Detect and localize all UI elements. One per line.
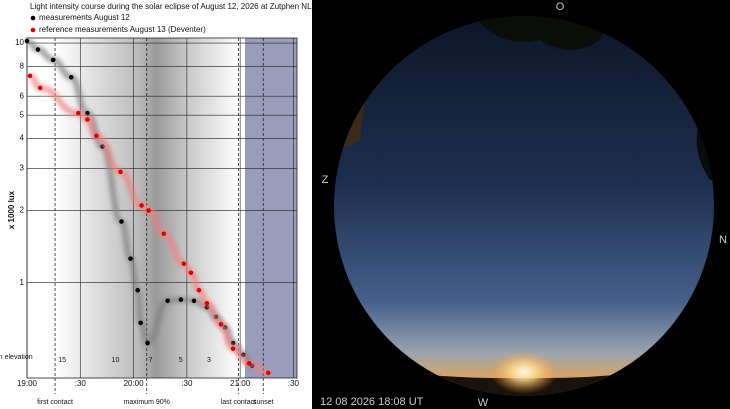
y-tick-label: 10 [15,38,24,47]
y-tick-label: 3 [20,163,25,172]
data-point [230,346,236,352]
chart-title: Light intensity course during the solar … [30,2,312,11]
data-point [85,110,90,116]
legend-marker [30,15,36,21]
compass-label: W [478,397,489,409]
x-tick-label: 19:00 [17,379,38,388]
twilight-band [245,38,297,378]
data-point [119,219,124,224]
data-point [146,208,151,213]
chart: Light intensity course during the solar … [7,2,312,229]
data-point [128,256,133,261]
timestamp: 12 08 2026 18:08 UT [320,396,424,408]
data-point [218,322,224,327]
sun-elevation-label: sun elevation [0,354,33,361]
data-point [188,270,194,276]
y-tick-label: 5 [20,110,25,119]
data-point [138,320,143,326]
data-point [50,57,56,63]
data-point [161,231,167,237]
sun-elevation-value: 15 [58,357,66,364]
compass-label: Z [322,174,329,186]
legend-label: measurements August 12 [39,13,130,22]
data-point [165,298,170,304]
data-point [24,38,30,44]
event-label: sunset [253,399,274,406]
data-point [118,169,123,175]
data-point [27,73,33,79]
compass-label: N [719,234,727,246]
data-point [196,287,202,293]
sun-elevation-value: 7 [149,357,153,364]
sun-elevation-value: 3 [207,357,211,364]
data-point [94,133,99,139]
data-point [246,361,252,366]
event-label: maximum 90% [124,399,170,406]
x-tick-label: :30 [181,379,193,388]
data-point [68,74,74,80]
data-point [35,47,41,52]
compass-label: O [556,1,565,13]
data-point [265,370,271,376]
y-axis-label: x 1000 lux [7,190,16,229]
sun-elevation-value: 10 [112,357,120,364]
data-point [204,301,210,306]
y-tick-label: 2 [20,206,25,215]
y-tick-label: 1 [20,278,25,287]
data-point [135,287,140,293]
y-tick-label: 8 [20,61,25,70]
data-point [37,85,43,91]
data-point [139,203,144,208]
data-point [85,117,90,122]
x-tick-label: 20:00 [124,379,145,388]
event-label: first contact [37,399,73,406]
legend-label: reference measurements August 13 (Devent… [39,25,206,34]
data-point [145,340,150,346]
y-tick-label: 4 [20,134,25,143]
data-point [191,298,197,304]
x-tick-label: 21:00 [230,379,251,388]
sun-elevation-value: 5 [179,357,183,364]
data-point [76,110,81,116]
y-tick-label: 6 [20,91,25,100]
plot-frame [26,37,298,379]
event-label: last contact [221,399,256,406]
data-point [178,297,184,302]
legend-marker [30,27,36,33]
x-tick-label: :30 [75,379,87,388]
x-tick-label: :30 [288,379,300,388]
data-point [181,261,187,266]
